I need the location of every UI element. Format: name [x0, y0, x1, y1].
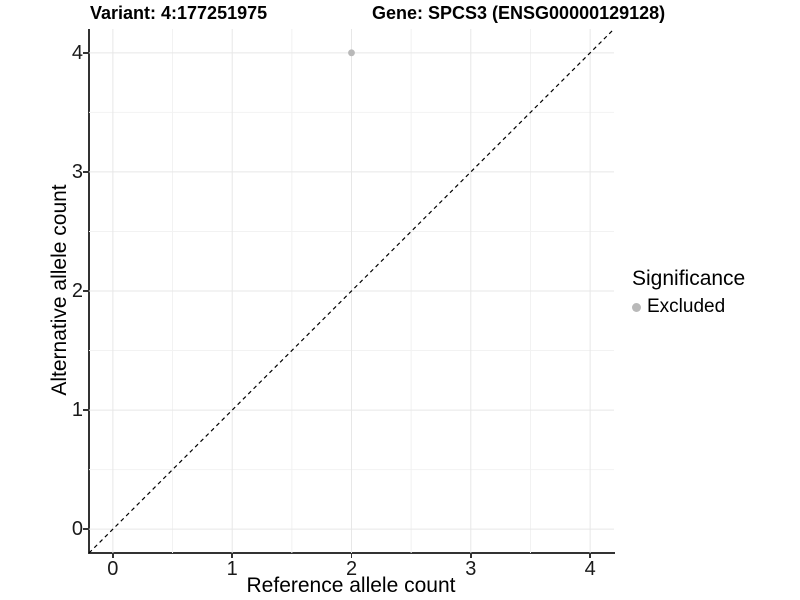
- plot-title-gene: Gene: SPCS3 (ENSG00000129128): [372, 3, 666, 23]
- data-point: [348, 49, 355, 57]
- x-tick-mark: [589, 553, 591, 558]
- plot-panel: [88, 28, 615, 554]
- x-tick-label: 4: [584, 558, 596, 580]
- y-tick-label: 2: [71, 280, 83, 302]
- y-axis-line: [88, 29, 90, 553]
- excluded-point-icon: [632, 302, 641, 312]
- identity-reference-line: [88, 28, 615, 554]
- y-tick-mark: [83, 171, 88, 173]
- x-tick-label: 1: [226, 558, 238, 580]
- legend-title: Significance: [632, 267, 746, 290]
- x-tick-mark: [231, 553, 233, 558]
- y-tick-mark: [83, 409, 88, 411]
- legend-item-excluded: Excluded: [632, 295, 745, 319]
- x-tick-mark: [350, 553, 353, 558]
- plot-area-svg: [88, 28, 615, 554]
- y-tick-label: 1: [71, 399, 83, 422]
- y-tick-mark: [83, 290, 88, 292]
- legend: Significance Excluded: [632, 266, 745, 319]
- y-tick-label: 3: [71, 160, 83, 183]
- x-tick-label: 2: [345, 558, 358, 580]
- plot-title-variant: Variant: 4:177251975: [90, 3, 268, 23]
- y-tick-label: 0: [71, 518, 83, 541]
- x-tick-mark: [470, 553, 472, 558]
- y-tick-mark: [83, 528, 88, 530]
- y-tick-mark: [83, 52, 88, 54]
- x-axis-title: Reference allele count: [246, 574, 456, 597]
- y-tick-label: 4: [71, 41, 83, 64]
- x-tick-label: 3: [465, 558, 477, 580]
- x-tick-label: 0: [107, 558, 119, 580]
- legend-item-label: Excluded: [647, 296, 726, 317]
- x-tick-mark: [112, 553, 114, 558]
